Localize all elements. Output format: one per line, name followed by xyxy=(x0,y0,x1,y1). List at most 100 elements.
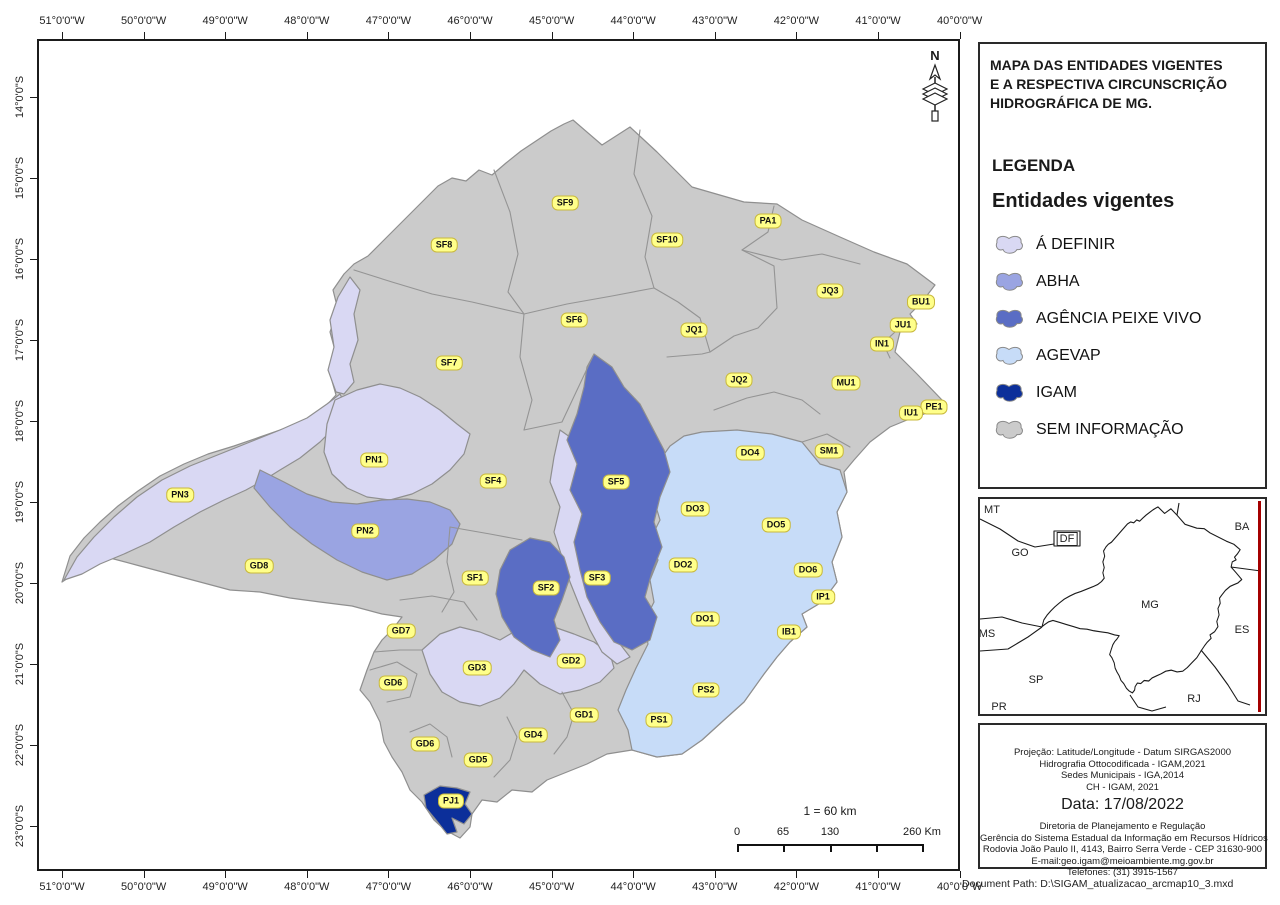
lon-tick-top xyxy=(62,32,63,39)
map-title-line: E A RESPECTIVA CIRCUNSCRIÇÃO xyxy=(990,76,1227,92)
legend-label: Á DEFINIR xyxy=(1036,235,1116,253)
map-title: MAPA DAS ENTIDADES VIGENTES E A RESPECTIV… xyxy=(990,56,1258,113)
legend-label: IGAM xyxy=(1036,383,1077,401)
lat-tick-left xyxy=(30,259,37,260)
lat-label-left: 17°0'0"S xyxy=(14,318,26,362)
info-address-line: Telefones: (31) 3915-1567 xyxy=(1067,867,1178,878)
lon-tick-bottom xyxy=(551,871,553,878)
lon-tick-bottom xyxy=(796,871,798,878)
legend-label: ABHA xyxy=(1036,272,1080,290)
region-label-sf5: SF5 xyxy=(602,474,630,490)
info-address-line: E-mail:geo.igam@meioambiente.mg.gov.br xyxy=(1031,855,1214,867)
map-region-pn1 xyxy=(323,383,471,501)
scale-ratio-text: 1 = 60 km xyxy=(803,804,857,818)
inset-mg-shape xyxy=(1041,506,1243,694)
region-label-gd1: GD1 xyxy=(569,707,599,723)
lon-label-top: 43°0'0"W xyxy=(692,15,738,27)
lon-label-top: 42°0'0"W xyxy=(773,15,820,27)
region-label-mu1: MU1 xyxy=(831,375,861,391)
scale-tick xyxy=(876,844,878,852)
info-credit-line: Hidrografia Ottocodificada - IGAM,2021 xyxy=(1039,758,1206,770)
lon-tick-bottom xyxy=(225,871,227,878)
info-credit-lines: Projeção: Latitude/Longitude - Datum SIR… xyxy=(980,747,1265,793)
legend-subheading: Entidades vigentes xyxy=(992,190,1175,212)
lat-label-left: 20°0'0"S xyxy=(14,561,26,605)
region-label-sf1: SF1 xyxy=(461,570,489,586)
lon-tick-bottom xyxy=(959,871,961,878)
map-region-gd2-gd3 xyxy=(421,619,615,707)
north-arrow: N xyxy=(913,48,957,126)
document-path: Document Path: D:\SIGAM_atualizacao_arcm… xyxy=(962,878,1234,890)
info-address-line: Rodovia João Paulo II, 4143, Bairro Serr… xyxy=(982,844,1263,855)
lat-tick-left xyxy=(30,745,37,746)
lon-label-bottom: 45°0'0"W xyxy=(528,881,575,893)
lon-label-top: 48°0'0"W xyxy=(284,15,330,27)
legend-item-adefinir: Á DEFINIR xyxy=(992,226,1262,263)
lat-tick-left xyxy=(30,583,37,584)
region-label-iu1: IU1 xyxy=(898,405,924,421)
lon-tick-bottom xyxy=(878,871,879,878)
lon-label-bottom: 41°0'0"W xyxy=(855,881,901,893)
region-label-pa1: PA1 xyxy=(754,213,782,229)
region-label-sf8: SF8 xyxy=(430,237,458,253)
lat-tick-left xyxy=(30,97,37,98)
region-label-sm1: SM1 xyxy=(814,443,844,459)
inset-label-mg: MG xyxy=(1141,599,1159,611)
lon-label-top: 46°0'0"W xyxy=(447,15,493,27)
title-legend-box: MAPA DAS ENTIDADES VIGENTES E A RESPECTIV… xyxy=(978,42,1267,489)
region-label-sf4: SF4 xyxy=(479,473,507,489)
legend-label: AGÊNCIA PEIXE VIVO xyxy=(1036,309,1202,327)
region-label-ju1: JU1 xyxy=(889,317,917,333)
region-label-sf9: SF9 xyxy=(551,195,579,211)
region-label-do6: DO6 xyxy=(793,562,823,578)
legend-swatch-adefinir xyxy=(995,235,1023,254)
lon-label-bottom: 49°0'0"W xyxy=(202,881,248,893)
region-label-gd4: GD4 xyxy=(518,727,548,743)
region-label-sf7: SF7 xyxy=(435,355,463,371)
legend-swatch-seminfo xyxy=(995,420,1023,439)
north-arrow-icon xyxy=(921,63,949,122)
lat-label-left: 16°0'0"S xyxy=(14,237,26,281)
lon-tick-bottom xyxy=(633,871,635,878)
legend-item-agevap: AGEVAP xyxy=(992,337,1262,374)
scale-tick xyxy=(737,844,739,852)
lon-label-bottom: 43°0'0"W xyxy=(692,881,738,893)
region-label-ps2: PS2 xyxy=(692,682,720,698)
scale-tick xyxy=(922,844,924,852)
lon-label-top: 40°0'0"W xyxy=(936,15,983,27)
legend-item-igam: IGAM xyxy=(992,374,1262,411)
legend-item-abha: ABHA xyxy=(992,263,1262,300)
legend-swatch-abha xyxy=(995,272,1023,291)
map-title-line: MAPA DAS ENTIDADES VIGENTES xyxy=(990,57,1223,73)
lat-label-left: 18°0'0"S xyxy=(14,399,26,443)
scale-number: 260 Km xyxy=(903,826,941,838)
region-label-do3: DO3 xyxy=(680,501,710,517)
region-label-gd3: GD3 xyxy=(462,660,492,676)
region-label-gd8: GD8 xyxy=(244,558,274,574)
lat-tick-left xyxy=(30,664,37,665)
map-title-line: HIDROGRÁFICA DE MG. xyxy=(990,95,1153,111)
map-info-box: Projeção: Latitude/Longitude - Datum SIR… xyxy=(978,723,1268,878)
lon-tick-bottom xyxy=(62,871,63,878)
lon-tick-top xyxy=(470,32,471,39)
region-label-sf6: SF6 xyxy=(560,312,588,328)
inset-label-go: GO xyxy=(1011,547,1029,559)
inset-label-mt: MT xyxy=(984,504,1000,516)
scale-number: 0 xyxy=(733,826,741,838)
region-label-pn3: PN3 xyxy=(166,487,194,503)
lon-label-top: 51°0'0"W xyxy=(39,15,85,27)
legend-swatch-agevap xyxy=(995,346,1023,365)
lon-label-top: 47°0'0"W xyxy=(365,15,412,27)
inset-label-rj: RJ xyxy=(1187,693,1201,705)
inset-label-ms: MS xyxy=(978,628,996,640)
region-label-gd6: GD6 xyxy=(378,675,408,691)
lon-label-bottom: 42°0'0"W xyxy=(773,881,820,893)
lon-tick-bottom xyxy=(306,871,308,878)
lon-tick-bottom xyxy=(388,871,390,878)
info-address-line: Diretoria de Planejamento e Regulação xyxy=(1039,821,1206,832)
lon-label-top: 45°0'0"W xyxy=(528,15,575,27)
region-label-do1: DO1 xyxy=(690,611,720,627)
region-label-sf3: SF3 xyxy=(583,570,611,586)
lon-label-top: 49°0'0"W xyxy=(202,15,248,27)
lon-tick-bottom xyxy=(714,871,716,878)
